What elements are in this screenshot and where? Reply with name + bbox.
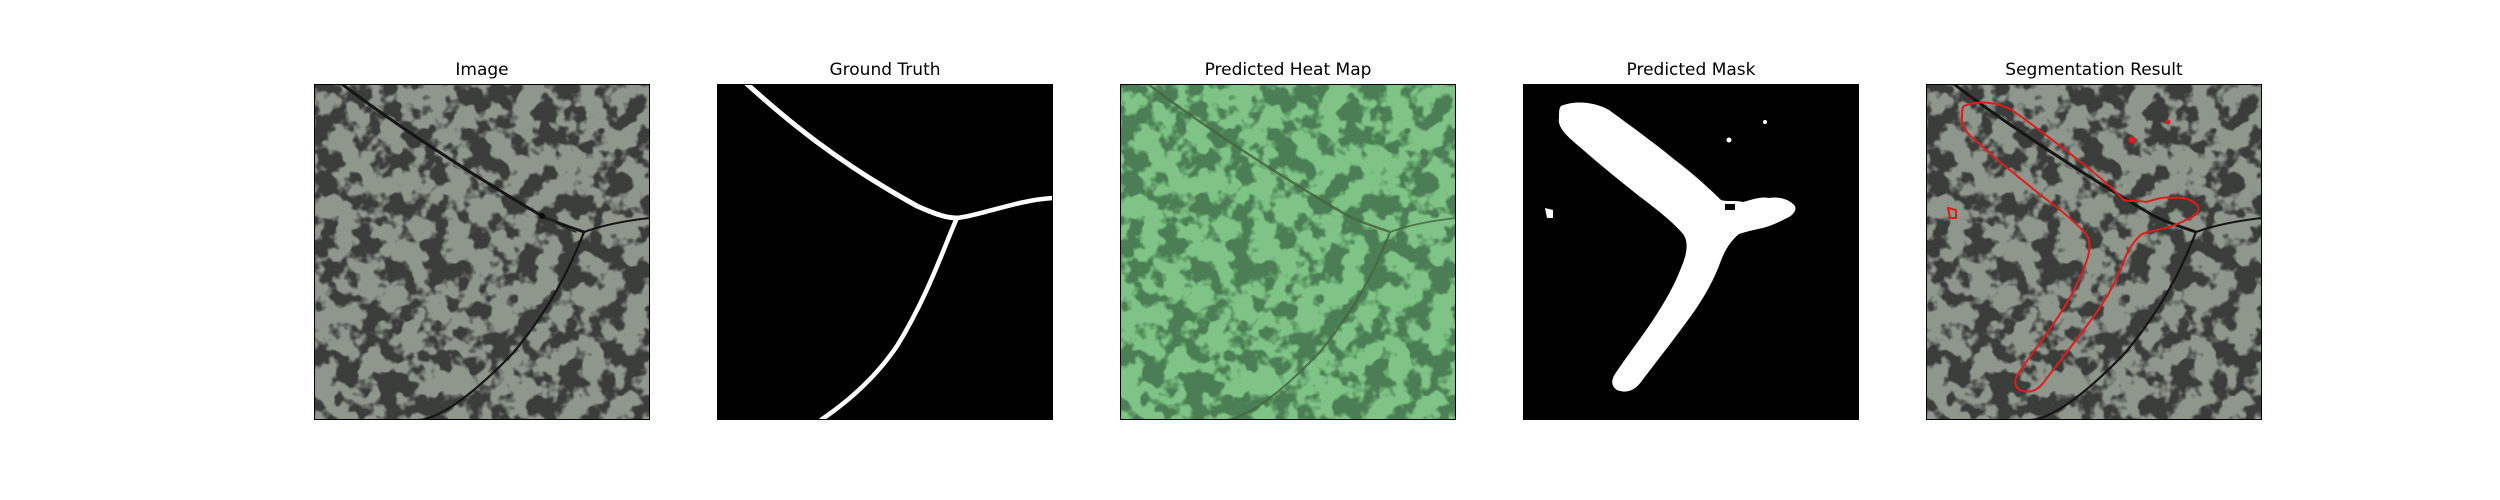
panel-title-predicted-mask: Predicted Mask <box>1626 60 1756 80</box>
contour-speck <box>2165 119 2171 125</box>
mask-speck <box>1726 137 1732 143</box>
panel-title-segmentation-result: Segmentation Result <box>2005 60 2183 80</box>
ground-truth-canvas <box>717 84 1053 420</box>
panel-heat-map <box>1120 84 1456 420</box>
image-texture <box>314 84 650 420</box>
heat-map-overlay <box>1120 84 1456 420</box>
panel-title-image: Image <box>455 60 509 80</box>
image-canvas <box>314 84 650 420</box>
ground-truth-crack <box>744 84 1053 420</box>
predicted-mask-canvas <box>1523 84 1859 420</box>
segmentation-result-canvas <box>1926 84 2262 420</box>
predicted-mask-region <box>1558 102 1796 392</box>
heat-map-texture <box>1120 84 1456 420</box>
heat-map-canvas <box>1120 84 1456 420</box>
mask-speck <box>1763 120 1767 124</box>
panel-ground-truth <box>717 84 1053 420</box>
contour-speck <box>1946 206 1957 219</box>
panel-predicted-mask <box>1523 84 1859 420</box>
segmentation-contour <box>1960 101 2200 393</box>
predicted-mask-gap <box>1725 204 1735 210</box>
contour-speck <box>2128 136 2136 144</box>
ground-truth-background <box>717 84 1053 420</box>
panel-title-ground-truth: Ground Truth <box>829 60 941 80</box>
crack-junction <box>539 213 545 219</box>
segmentation-texture <box>1926 84 2262 420</box>
mask-speck <box>1545 208 1553 218</box>
panel-image <box>314 84 650 420</box>
panel-title-heat-map: Predicted Heat Map <box>1204 60 1372 80</box>
panel-segmentation-result <box>1926 84 2262 420</box>
heat-map-crack <box>1146 84 1456 420</box>
segmentation-crack <box>1952 84 2262 420</box>
